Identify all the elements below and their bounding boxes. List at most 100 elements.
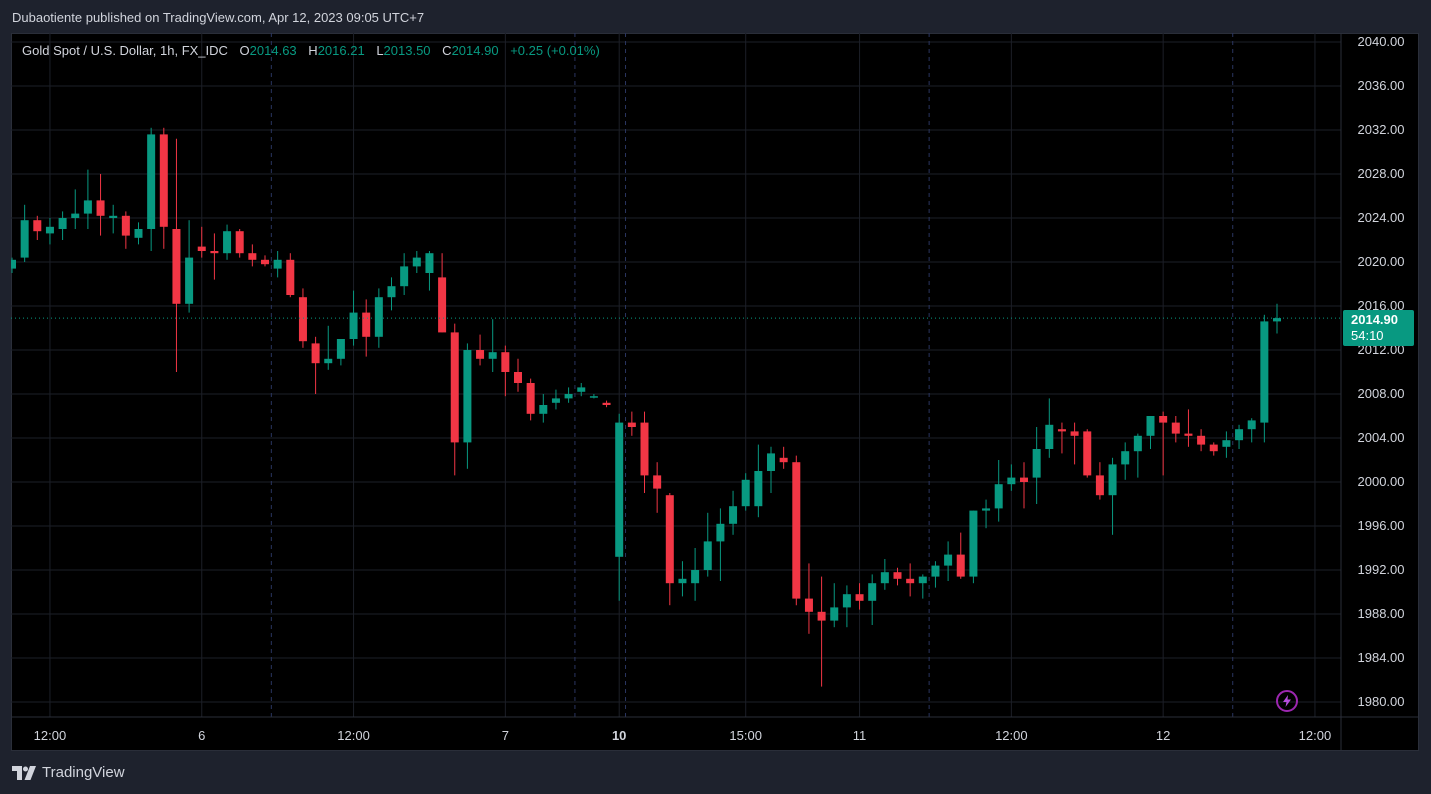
y-tick-label: 2004.00: [1358, 430, 1405, 445]
candle-body: [1273, 318, 1281, 322]
y-tick-label: 2024.00: [1358, 210, 1405, 225]
candle-body: [197, 246, 206, 251]
chart-legend: Gold Spot / U.S. Dollar, 1h, FX_IDC O 201…: [22, 43, 600, 58]
footer-brand: TradingView: [12, 764, 125, 781]
candle-body: [223, 231, 232, 254]
candle-body: [1247, 420, 1256, 430]
candle-body: [982, 508, 991, 511]
candle-body: [754, 471, 763, 507]
candle-body: [463, 350, 472, 443]
candle-body: [159, 134, 168, 227]
candle-body: [185, 257, 194, 304]
candle-body: [868, 583, 877, 601]
candle-body: [311, 343, 320, 364]
candle-body: [261, 259, 269, 265]
candle-body: [577, 387, 586, 392]
candle-body: [1171, 422, 1180, 434]
y-tick-label: 1996.00: [1358, 518, 1405, 533]
candle-body: [172, 229, 181, 304]
candle-body: [1260, 321, 1269, 423]
candle-body: [210, 251, 219, 254]
candle-body: [589, 396, 598, 398]
candle-body: [792, 462, 801, 599]
candle-body: [1121, 451, 1130, 465]
candle-body: [729, 506, 738, 524]
open-label: O: [239, 43, 250, 58]
candle-body: [703, 541, 712, 570]
candle-body: [1045, 424, 1054, 449]
candle-body: [235, 231, 244, 254]
candle-body: [11, 259, 16, 269]
candle-body: [336, 339, 345, 359]
tradingview-wordmark: TradingView: [42, 764, 125, 781]
x-tick-label: 12: [1156, 728, 1170, 743]
candle-body: [71, 213, 80, 218]
candle-body: [1095, 475, 1104, 496]
candle-body: [286, 259, 295, 295]
candle-body: [20, 220, 29, 258]
candle-body: [147, 134, 156, 229]
candle-body: [969, 510, 978, 577]
candle-body: [1032, 449, 1041, 478]
lightning-bolt-icon[interactable]: [1276, 690, 1298, 712]
candle-body: [1222, 440, 1231, 447]
candle-body: [627, 422, 636, 427]
x-tick-label: 10: [612, 728, 626, 743]
y-tick-label: 1980.00: [1358, 694, 1405, 709]
candle-body: [400, 266, 409, 287]
candle-body: [539, 405, 548, 414]
y-tick-label: 1988.00: [1358, 606, 1405, 621]
candle-body: [514, 372, 522, 383]
x-tick-label: 12:00: [1299, 728, 1332, 743]
candle-body: [1070, 431, 1079, 436]
candle-body: [45, 226, 54, 234]
candle-body: [906, 578, 915, 584]
y-tick-label: 2016.00: [1358, 298, 1405, 313]
x-tick-label: 15:00: [729, 728, 762, 743]
published-header: Dubaotiente published on TradingView.com…: [12, 10, 425, 25]
candle-body: [1083, 431, 1092, 476]
candle-body: [425, 253, 434, 273]
candle-body: [1159, 416, 1168, 423]
candle-body: [362, 312, 371, 337]
candle-body: [817, 611, 826, 621]
y-tick-label: 2036.00: [1358, 78, 1405, 93]
y-tick-label: 2020.00: [1358, 254, 1405, 269]
last-price-tag: 2014.90 54:10: [1343, 310, 1414, 346]
low-value: 2013.50: [383, 43, 431, 58]
candle-body: [1057, 429, 1066, 432]
x-tick-label: 11: [853, 728, 867, 743]
candle-body: [880, 572, 889, 584]
x-tick-label: 12:00: [337, 728, 370, 743]
candle-body: [1184, 433, 1193, 436]
x-tick-label: 12:00: [34, 728, 67, 743]
candle-body: [324, 358, 333, 364]
candle-body: [602, 402, 611, 405]
candle-body: [615, 422, 624, 557]
candle-body: [1133, 435, 1142, 452]
candle-body: [374, 297, 383, 337]
candle-body: [1209, 444, 1218, 452]
candle-body: [1020, 477, 1028, 482]
candle-body: [526, 383, 535, 414]
y-tick-label: 2008.00: [1358, 386, 1405, 401]
candle-body: [564, 394, 573, 399]
symbol-title: Gold Spot / U.S. Dollar, 1h, FX_IDC: [22, 43, 228, 58]
candle-body: [83, 200, 92, 214]
candle-body: [691, 570, 700, 584]
candle-body: [412, 257, 421, 267]
candle-body: [665, 495, 674, 584]
low-label: L: [376, 43, 384, 58]
candlestick-chart[interactable]: 2040.00 2036.00 2032.00 2028.00 2024.00 2020.…: [11, 33, 1419, 751]
candle-body: [349, 312, 358, 339]
close-label: C: [442, 43, 452, 58]
chart-frame: [11, 33, 1419, 751]
y-tick-label: 1992.00: [1358, 562, 1405, 577]
candle-body: [1007, 477, 1016, 485]
candle-body: [1146, 416, 1155, 436]
candle-body: [956, 554, 965, 577]
candle-body: [58, 218, 67, 229]
tradingview-logo-icon: [12, 765, 36, 780]
high-label: H: [308, 43, 318, 58]
candle-body: [134, 229, 143, 238]
